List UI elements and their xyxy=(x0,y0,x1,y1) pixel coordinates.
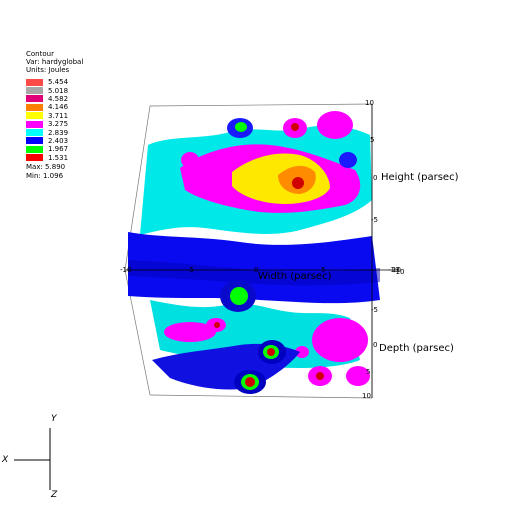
legend-level-row: 2.403 xyxy=(26,137,83,145)
isosurface-blue-slab-shade xyxy=(128,260,380,286)
triad-y-label: Y xyxy=(51,414,57,424)
legend-level-row: 2.839 xyxy=(26,128,83,137)
blob-lower-left-core xyxy=(214,322,220,328)
height-tick: 0 xyxy=(373,174,378,182)
legend-level-value: 1.967 xyxy=(48,145,69,154)
legend-swatch xyxy=(26,120,43,128)
legend-units: Units: Joules xyxy=(26,66,70,74)
blob-upper-right-blue xyxy=(339,152,357,168)
legend-level-row: 5.454 xyxy=(26,78,83,86)
height-tick: -5 xyxy=(371,216,378,224)
width-tick: -5 xyxy=(187,266,194,274)
axis-triad: Y X Z xyxy=(0,410,80,510)
legend-swatch xyxy=(26,95,43,103)
axis-lines xyxy=(125,104,395,398)
isosurface-blue-slab xyxy=(128,232,380,304)
width-tick: 10 xyxy=(392,266,401,274)
depth-tick: -5 xyxy=(371,306,378,314)
legend-level-row: 4.146 xyxy=(26,103,83,111)
contour-legend: Contour Var: hardyglobal Units: Joules 5… xyxy=(26,50,83,180)
legend-swatch xyxy=(26,78,43,86)
legend-level-row: 1.531 xyxy=(26,154,83,162)
blob-upper-left-core xyxy=(235,122,247,132)
legend-level-value: 4.582 xyxy=(48,94,69,103)
blob-lower-right-magenta xyxy=(312,318,368,362)
legend-swatch xyxy=(26,129,43,137)
legend-swatch xyxy=(26,112,43,120)
triad-x-label: X xyxy=(2,455,9,465)
height-tick: 10 xyxy=(365,99,374,107)
width-axis-label: Width (parsec) xyxy=(258,271,332,282)
legend-level-row: 3.711 xyxy=(26,112,83,120)
height-tick: -10 xyxy=(388,266,400,274)
legend-title: Contour xyxy=(26,50,54,58)
legend-level-value: 4.146 xyxy=(48,103,69,112)
blob-lower-right-small xyxy=(295,346,309,358)
blob-bottom-core xyxy=(245,377,255,387)
triad-z-label: Z xyxy=(51,490,58,500)
blob-lower-left-magenta xyxy=(164,322,216,342)
depth-tick: 0 xyxy=(373,341,378,349)
blob-bottom-far-right xyxy=(346,366,370,386)
blob-upper-far-left xyxy=(181,152,199,168)
legend-swatch xyxy=(26,87,43,95)
legend-max: Max: 5.890 xyxy=(26,162,66,171)
blob-bottom-right-core xyxy=(316,372,324,380)
legend-level-row: 3.275 xyxy=(26,120,83,128)
legend-levels: 5.454 5.018 4.582 4.146 3.711 3.275 2.839 2.403… xyxy=(26,78,83,162)
legend-swatch xyxy=(26,154,43,162)
legend-min: Min: 1.096 xyxy=(26,171,64,180)
blob-center-core xyxy=(230,287,248,305)
legend-variable: Var: hardyglobal xyxy=(26,58,84,66)
blob-upper-right xyxy=(317,111,353,139)
height-tick: 5 xyxy=(370,136,375,144)
legend-level-value: 2.839 xyxy=(48,128,69,137)
legend-swatch xyxy=(26,103,43,111)
depth-tick: 5 xyxy=(366,368,371,376)
width-tick: -10 xyxy=(120,266,132,274)
legend-level-value: 2.403 xyxy=(48,136,69,145)
legend-swatch xyxy=(26,145,43,153)
width-tick: 0 xyxy=(254,266,259,274)
legend-level-value: 5.454 xyxy=(48,78,69,87)
legend-level-value: 1.531 xyxy=(48,153,69,162)
depth-tick: -10 xyxy=(393,268,405,276)
legend-level-value: 3.711 xyxy=(48,111,69,120)
legend-level-row: 5.018 xyxy=(26,86,83,95)
legend-swatch xyxy=(26,137,43,145)
height-axis-label: Height (parsec) xyxy=(381,172,459,183)
width-tick: 5 xyxy=(321,266,326,274)
blob-upper-mid-core xyxy=(291,123,299,131)
depth-axis-label: Depth (parsec) xyxy=(379,343,454,354)
isosurface-red-core xyxy=(292,177,304,189)
legend-level-value: 3.275 xyxy=(48,120,69,129)
axis-triad-lines xyxy=(14,428,51,490)
legend-level-row: 1.967 xyxy=(26,145,83,153)
depth-tick: 10 xyxy=(362,392,371,400)
legend-level-row: 4.582 xyxy=(26,95,83,103)
blob-bottom-mid-core xyxy=(267,348,275,356)
legend-level-value: 5.018 xyxy=(48,86,69,95)
